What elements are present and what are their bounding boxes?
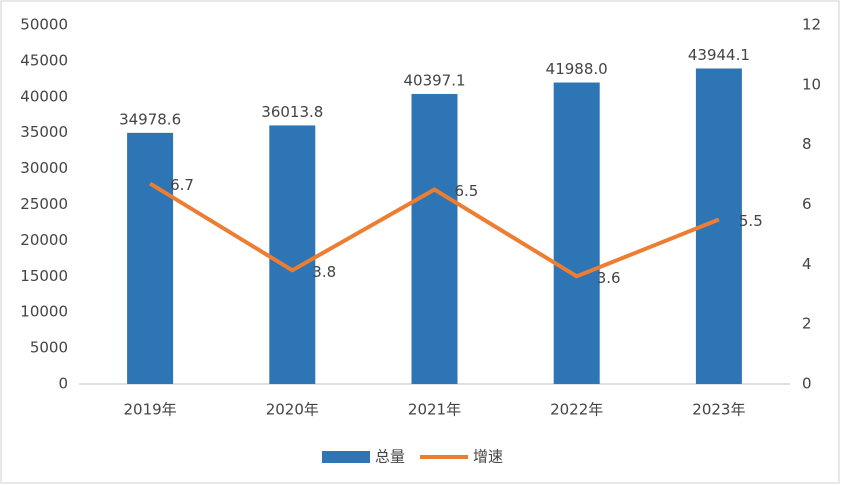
- bar-value-label: 40397.1: [403, 71, 465, 89]
- bar: [127, 132, 174, 384]
- bar-value-label: 34978.6: [119, 110, 181, 128]
- y2-tick-label: 6: [802, 195, 812, 213]
- legend-label: 增速: [473, 448, 503, 466]
- x-tick-label: 2020年: [266, 401, 319, 419]
- line: [149, 181, 720, 279]
- y-tick-label: 45000: [20, 51, 68, 69]
- y-tick-label: 5000: [30, 339, 68, 357]
- y-tick-label: 50000: [20, 16, 68, 34]
- bar-value-label: 41988.0: [546, 60, 608, 78]
- y2-tick-label: 10: [802, 75, 821, 93]
- y2-tick-label: 2: [802, 315, 812, 333]
- line-value-label: 3.6: [597, 269, 621, 287]
- x-tick-label: 2021年: [408, 401, 461, 419]
- line-value-label: 6.5: [455, 182, 479, 200]
- x-tick-label: 2023年: [692, 401, 745, 419]
- bar: [269, 125, 316, 385]
- line-value-label: 5.5: [739, 212, 763, 230]
- y-tick-label: 0: [58, 375, 68, 393]
- line-value-label: 6.7: [170, 176, 194, 194]
- y-tick-label: 10000: [20, 303, 68, 321]
- x-tick-label: 2022年: [550, 401, 603, 419]
- y2-tick-label: 12: [802, 16, 821, 34]
- y-tick-label: 30000: [20, 159, 68, 177]
- x-tick-label: 2019年: [124, 401, 177, 419]
- y2-tick-label: 8: [802, 135, 812, 153]
- y-tick-label: 20000: [20, 231, 68, 249]
- legend-label: 总量: [375, 448, 405, 466]
- y-tick-label: 15000: [20, 267, 68, 285]
- y2-tick-label: 4: [802, 255, 812, 273]
- bar-value-label: 36013.8: [261, 103, 323, 121]
- legend-swatch: [322, 451, 370, 463]
- y-tick-label: 35000: [20, 123, 68, 141]
- bar: [411, 93, 458, 384]
- y-tick-label: 40000: [20, 87, 68, 105]
- y-tick-label: 25000: [20, 195, 68, 213]
- y2-tick-label: 0: [802, 375, 812, 393]
- bar-value-label: 43944.1: [688, 46, 750, 64]
- line-value-label: 3.8: [312, 263, 336, 281]
- bar: [553, 82, 600, 385]
